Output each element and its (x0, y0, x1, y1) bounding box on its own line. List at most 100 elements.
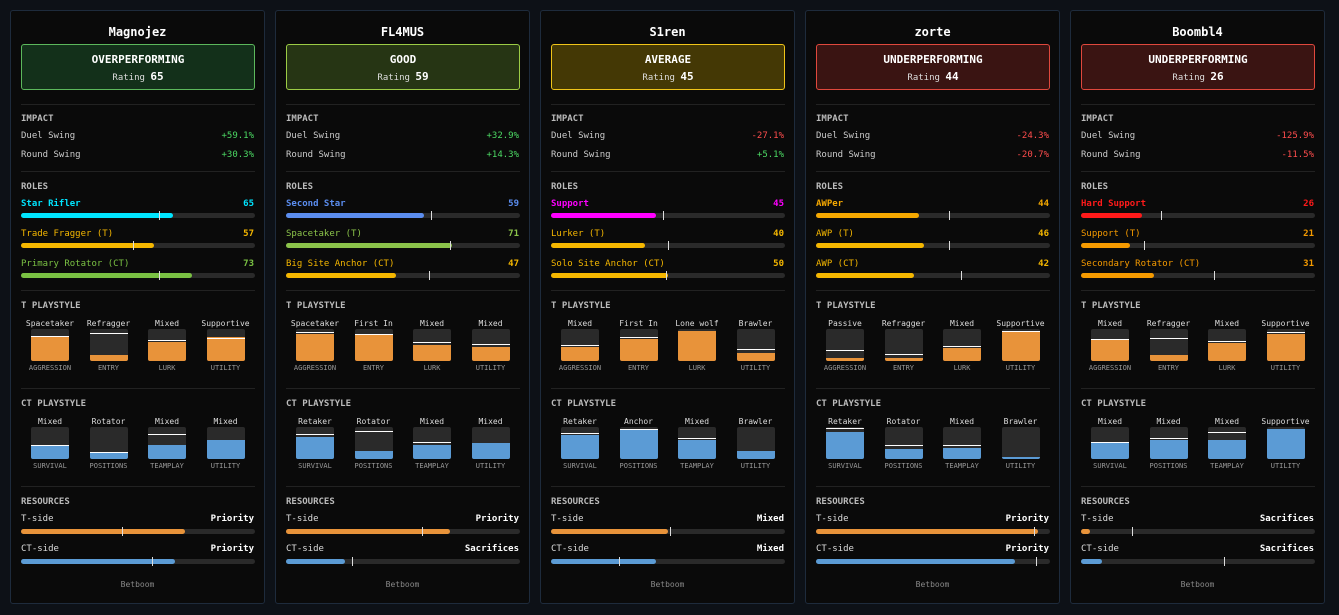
footer: Betboom (120, 580, 155, 589)
playstyle-label: First In (354, 319, 393, 328)
impact-value: +14.3% (486, 150, 519, 160)
role-marker (133, 241, 135, 250)
playstyle-marker (826, 427, 864, 429)
playstyle-label: Mixed (37, 417, 63, 426)
playstyle-marker (1001, 330, 1040, 332)
rating-value: 45 (680, 70, 694, 83)
axis-label: UTILITY (475, 462, 506, 470)
role-bar (21, 213, 174, 218)
resource-marker (1035, 557, 1037, 566)
divider (551, 104, 785, 105)
role-track (1081, 211, 1315, 220)
playstyle-box (1149, 329, 1188, 361)
rating-label: Rating (1172, 73, 1205, 83)
role-track (816, 241, 1050, 250)
resource-label: Priority (210, 544, 254, 554)
playstyle-label: Brawler (1003, 417, 1038, 426)
footer: Betboom (1180, 580, 1215, 589)
playstyle-box (561, 329, 599, 361)
role-score: 59 (508, 199, 519, 209)
playstyle-box (619, 329, 658, 361)
playstyle-box (1208, 427, 1246, 459)
resource-marker (618, 557, 620, 566)
playstyle-label: Spacetaker (25, 319, 75, 328)
axis-label: SURVIVAL (298, 462, 332, 470)
player-name: FL4MUS (380, 25, 425, 39)
status-label: UNDERPERFORMING (883, 53, 983, 66)
axis-label: ENTRY (97, 364, 120, 372)
status-box: AVERAGE Rating 45 (551, 44, 785, 90)
role-track (551, 211, 785, 220)
playstyle-marker (148, 434, 186, 435)
impact-label: Round Swing (816, 150, 876, 160)
playstyle-fill (1001, 332, 1040, 361)
role-bar (816, 243, 924, 248)
role-bar (21, 273, 192, 278)
divider (1081, 290, 1315, 291)
status-box: OVERPERFORMING Rating 65 (21, 44, 255, 90)
playstyle-fill (1091, 443, 1129, 459)
section-title: RESOURCES (551, 497, 600, 507)
role-marker (949, 211, 951, 220)
role-score: 45 (773, 199, 784, 209)
section-title: IMPACT (286, 114, 319, 124)
role-track (551, 241, 785, 250)
playstyle-marker (471, 344, 510, 345)
rating-label: Rating (907, 73, 940, 83)
playstyle-marker (354, 333, 393, 335)
resource-track (551, 527, 785, 536)
resource-label: Sacrifices (1259, 544, 1314, 554)
role-marker (428, 271, 430, 280)
playstyle-box (736, 329, 775, 361)
playstyle-label: Mixed (949, 417, 975, 426)
role-bar (286, 273, 396, 278)
axis-label: SURVIVAL (1093, 462, 1127, 470)
side-label: T-side (1081, 514, 1114, 524)
divider (21, 104, 255, 105)
role-score: 46 (1038, 229, 1049, 239)
playstyle-box (1208, 329, 1246, 361)
role-name: AWPer (816, 199, 844, 209)
playstyle-label: Mixed (213, 417, 238, 426)
divider (286, 171, 520, 172)
playstyle-label: Mixed (1097, 417, 1123, 426)
status-box: UNDERPERFORMING Rating 26 (1081, 44, 1315, 90)
playstyle-marker (31, 444, 69, 446)
playstyle-label: Mixed (154, 417, 180, 426)
playstyle-box (89, 427, 128, 459)
playstyle-box (826, 329, 864, 361)
playstyle-box (471, 329, 510, 361)
divider (816, 171, 1050, 172)
playstyle-label: Mixed (684, 417, 710, 426)
divider (1081, 388, 1315, 389)
playstyle-fill (354, 451, 393, 459)
playstyle-fill (943, 447, 981, 459)
axis-label: ENTRY (892, 364, 915, 372)
impact-value: -20.7% (1016, 150, 1049, 160)
playstyle-fill (678, 330, 716, 361)
role-name: Spacetaker (T) (286, 229, 362, 239)
section-title: T PLAYSTYLE (551, 301, 611, 311)
role-name: Hard Support (1081, 199, 1147, 209)
role-track (286, 211, 520, 220)
axis-label: LURK (953, 364, 971, 372)
axis-label: LURK (688, 364, 706, 372)
playstyle-fill (826, 357, 864, 361)
playstyle-box (296, 329, 334, 361)
rating-value: 59 (415, 70, 429, 83)
axis-label: UTILITY (210, 462, 241, 470)
role-marker (431, 211, 433, 220)
section-title: CT PLAYSTYLE (816, 399, 882, 409)
role-bar (551, 243, 645, 248)
playstyle-marker (296, 434, 334, 435)
role-score: 47 (508, 259, 519, 269)
playstyle-marker (31, 336, 69, 337)
divider (816, 388, 1050, 389)
playstyle-fill (1001, 457, 1040, 459)
axis-label: POSITIONS (354, 462, 393, 470)
axis-label: AGGRESSION (1088, 364, 1132, 372)
playstyle-fill (1091, 340, 1129, 361)
resource-bar (1081, 559, 1103, 564)
impact-label: Duel Swing (21, 131, 76, 141)
playstyle-fill (471, 443, 510, 459)
